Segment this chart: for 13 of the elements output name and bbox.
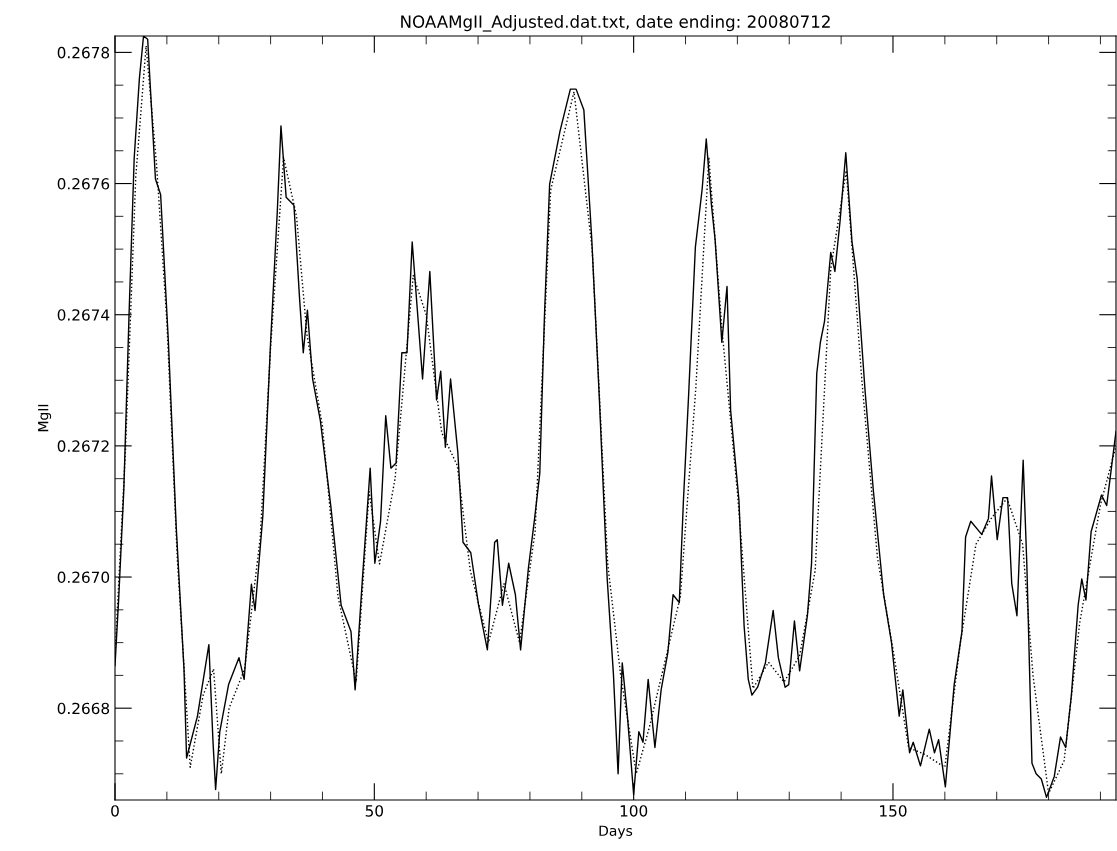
x-tick-label: 150	[880, 805, 907, 817]
y-axis-title: MgII	[38, 404, 52, 432]
x-tick-label: 50	[365, 805, 384, 817]
x-tick-label: 100	[620, 805, 648, 817]
x-tick-label: 0	[111, 805, 119, 817]
y-tick-label: 0.2674	[57, 309, 110, 321]
y-tick-label: 0.2676	[57, 178, 110, 190]
y-tick-label: 0.2672	[57, 440, 109, 452]
y-tick-label: 0.2670	[57, 571, 110, 584]
y-tick-label: 0.2668	[57, 702, 110, 715]
y-tick-label: 0.2678	[57, 46, 110, 59]
x-axis-title: Days	[599, 825, 633, 839]
chart-title: NOAAMgII_Adjusted.dat.txt, date ending: 20080712	[401, 15, 830, 32]
